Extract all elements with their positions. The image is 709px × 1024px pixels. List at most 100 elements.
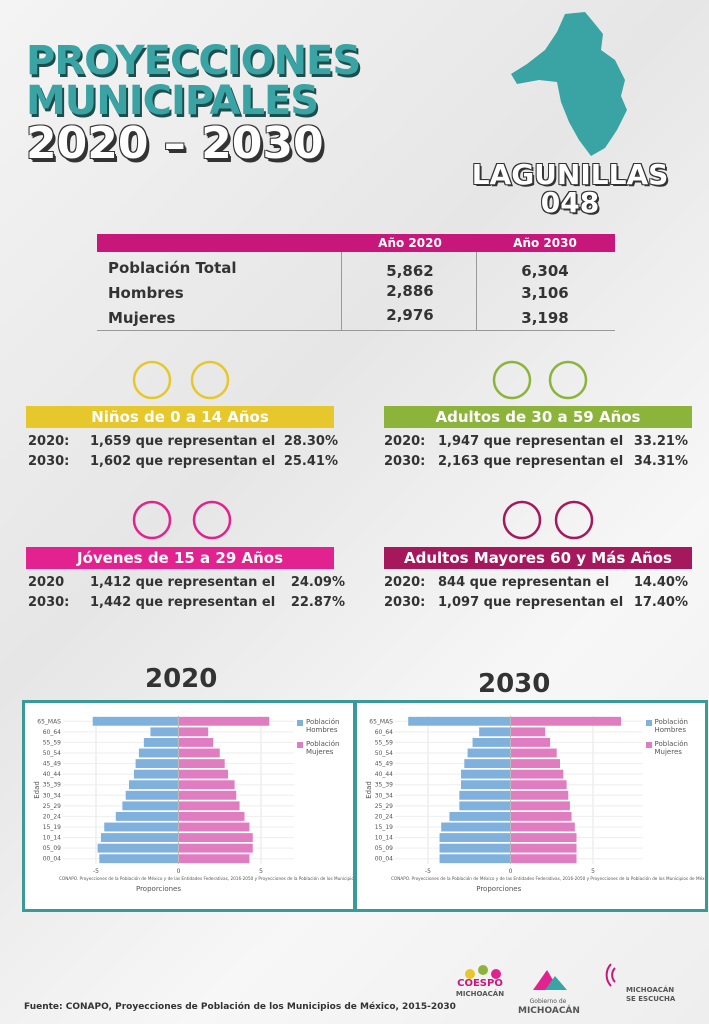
cell: 3,198 <box>521 309 569 327</box>
group-title: Adultos Mayores 60 y Más Años <box>384 547 692 569</box>
line-text: 2,163 que representan el <box>438 454 624 469</box>
line-year: 2020: <box>384 575 426 590</box>
bar <box>510 801 570 811</box>
line-text: 1,947 que representan el <box>438 434 624 449</box>
y-tick-label: 00_04 <box>43 856 61 863</box>
logo-text: MICHOACÁN <box>626 986 675 994</box>
bar <box>510 790 569 800</box>
line-text: 1,602 que representan el <box>90 454 276 469</box>
y-tick-label: 15_19 <box>43 824 61 831</box>
line-year: 2020: <box>28 434 70 449</box>
line-year: 2030: <box>384 454 426 469</box>
y-tick-label: 05_09 <box>43 845 61 852</box>
logo-text: MICHOACÁN <box>455 990 505 998</box>
bar <box>92 716 179 726</box>
x-axis-label: Proporciones <box>476 885 521 893</box>
bar <box>510 854 577 864</box>
line-pct: 33.21% <box>633 434 688 449</box>
legend-swatch <box>645 720 652 726</box>
pyramid: -5 0 5 65_MAS 60_64 55_59 50_54 45_49 40_44 35_39… <box>365 716 705 893</box>
x-tick-label: 5 <box>259 868 263 875</box>
line-pct: 17.40% <box>633 595 688 610</box>
bar <box>439 843 511 853</box>
column-header: Año 2030 <box>513 236 577 250</box>
bar <box>150 727 179 737</box>
column-header: Año 2020 <box>378 236 442 250</box>
bar <box>178 716 270 726</box>
cell: 5,862 <box>386 262 434 280</box>
bar <box>408 716 511 726</box>
group-title: Jóvenes de 15 a 29 Años <box>26 547 334 569</box>
bar <box>178 854 250 864</box>
line-text: 1,659 que representan el <box>90 434 276 449</box>
logo-text: MICHOACÁN <box>518 1006 580 1016</box>
municipality-code: 048 <box>540 186 600 219</box>
bar <box>138 748 179 758</box>
y-tick-label: 35_39 <box>375 782 393 789</box>
cell: 6,304 <box>521 262 569 280</box>
bar <box>178 727 209 737</box>
x-tick-label: 0 <box>177 868 181 875</box>
y-tick-label: 20_24 <box>375 813 393 820</box>
bar <box>178 780 235 790</box>
bar <box>472 737 511 747</box>
y-tick-label: 35_39 <box>43 782 61 789</box>
y-tick-label: 65_MAS <box>369 718 393 725</box>
bar <box>479 727 511 737</box>
bar <box>510 833 577 843</box>
bar <box>510 759 560 769</box>
x-tick-label: -5 <box>425 868 431 875</box>
group-title: Niños de 0 a 14 Años <box>26 406 334 428</box>
chart-panel: -5 0 5 65_MAS 60_64 55_59 50_54 45_49 40_44 35_39… <box>357 703 705 909</box>
bar <box>99 854 179 864</box>
bar <box>510 822 575 832</box>
line-year: 2030: <box>384 595 426 610</box>
bar <box>178 790 237 800</box>
bar <box>510 811 572 821</box>
bar <box>441 822 511 832</box>
bar <box>97 843 179 853</box>
bar <box>510 769 564 779</box>
bar <box>178 737 214 747</box>
y-axis-label: Edad <box>365 781 373 799</box>
chart-panel: -5 0 5 65_MAS 60_64 55_59 50_54 45_49 40_44 35_39… <box>25 703 373 909</box>
legend-label: Población Mujeres <box>306 740 340 756</box>
line-text: 1,412 que representan el <box>90 575 276 590</box>
bar <box>510 843 577 853</box>
y-tick-label: 55_59 <box>43 739 61 746</box>
y-tick-label: 60_64 <box>375 729 393 736</box>
legend-swatch <box>645 742 652 748</box>
bar <box>464 759 511 769</box>
bar <box>467 748 511 758</box>
bar <box>510 748 557 758</box>
divider <box>476 252 477 330</box>
y-tick-label: 25_29 <box>43 803 61 810</box>
bar <box>178 759 225 769</box>
legend-label: Población Hombres <box>306 718 340 734</box>
bar <box>510 727 546 737</box>
bar <box>133 769 179 779</box>
bar <box>178 769 228 779</box>
legend-swatch <box>297 742 303 748</box>
y-tick-label: 30_34 <box>375 792 393 799</box>
y-tick-label: 00_04 <box>375 856 393 863</box>
bar <box>178 833 253 843</box>
y-tick-label: 45_49 <box>43 761 61 768</box>
y-tick-label: 40_44 <box>375 771 393 778</box>
table-header-bar <box>97 234 615 252</box>
line-pct: 22.87% <box>290 595 345 610</box>
bar <box>129 780 179 790</box>
logo-text: COESPO <box>457 978 503 989</box>
logo-text: SE ESCUCHA <box>626 995 676 1003</box>
row-label: Población Total <box>108 259 237 277</box>
bar <box>125 790 179 800</box>
bar <box>439 833 511 843</box>
pyramid: -5 0 5 65_MAS 60_64 55_59 50_54 45_49 40_44 35_39… <box>33 716 373 893</box>
bar <box>178 801 240 811</box>
bar <box>510 780 567 790</box>
bar <box>461 769 511 779</box>
y-tick-label: 30_34 <box>43 792 61 799</box>
bar <box>178 811 245 821</box>
source: Fuente: CONAPO, Proyecciones de Població… <box>24 1002 456 1012</box>
